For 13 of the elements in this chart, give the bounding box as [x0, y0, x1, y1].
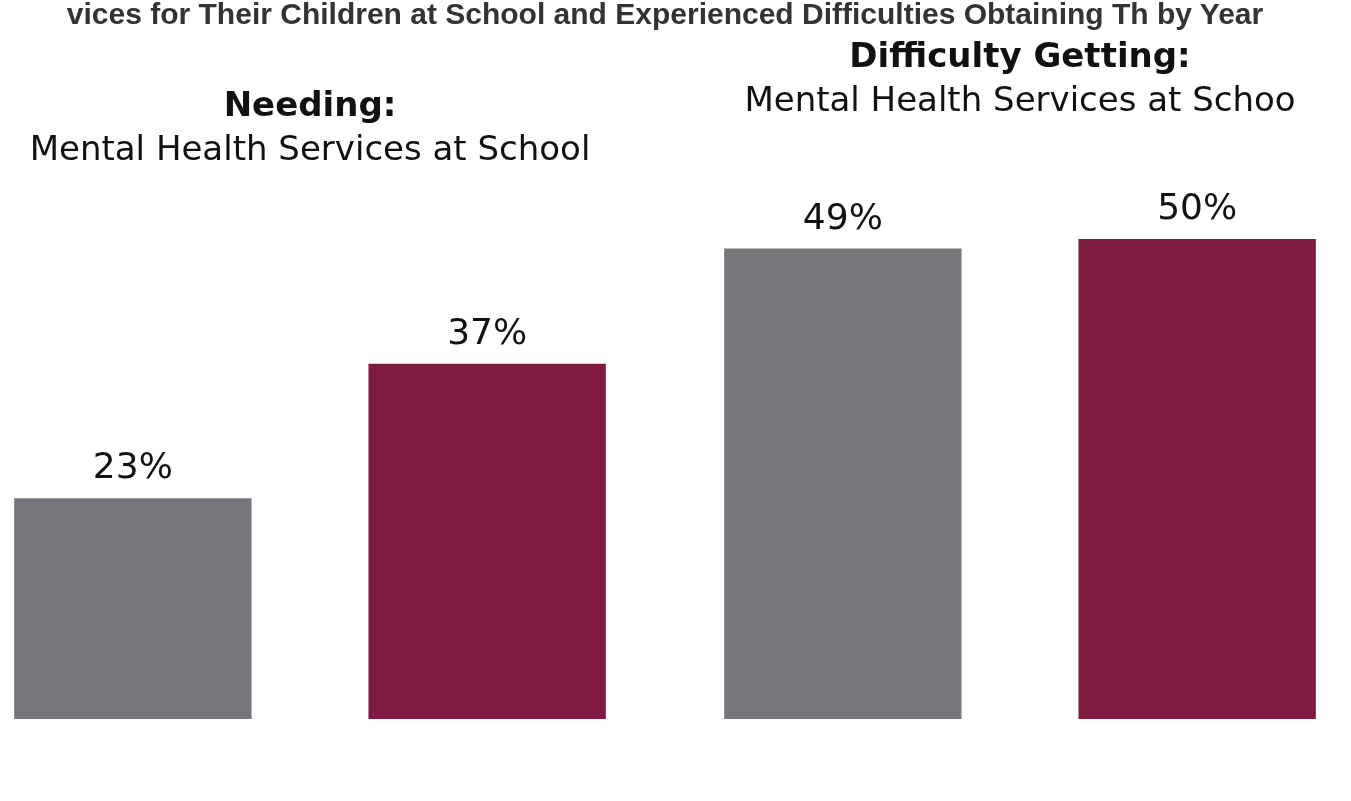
text: Mental Health Services at Schoo	[744, 79, 1296, 119]
chart-title: vices for Their Children at School and Experienced Difficulties Obtaining Th by Year	[66, 0, 1264, 30]
text: Difficulty Getting:	[849, 35, 1191, 75]
bar	[14, 498, 252, 719]
text: Mental Health Services at School	[29, 128, 591, 168]
bar	[1078, 239, 1316, 719]
data-label: 23%	[92, 445, 173, 487]
bar	[724, 248, 962, 719]
text: Needing:	[223, 84, 397, 124]
data-label: 50%	[1157, 186, 1238, 227]
data-label: 49%	[802, 195, 883, 237]
data-label: 37%	[447, 310, 528, 352]
bar	[368, 363, 606, 719]
